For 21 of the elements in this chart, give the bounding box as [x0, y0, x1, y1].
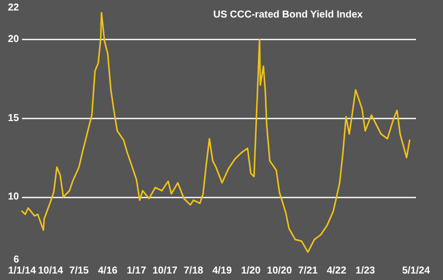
chart-title: US CCC-rated Bond Yield Index [213, 10, 364, 20]
x-tick-label: 4/22 [326, 266, 347, 276]
x-tick-label: 1/17 [126, 266, 147, 276]
x-tick-label: 10/20 [266, 266, 292, 276]
x-tick-label: 10/14 [38, 266, 64, 276]
x-tick-label: 1/23 [356, 266, 376, 276]
y-tick-label: 10 [8, 192, 20, 202]
x-tick-label: 1/1/14 [8, 266, 36, 276]
x-tick-label: 4/19 [212, 266, 232, 276]
y-tick-label: 6 [13, 254, 20, 266]
x-tick-label: 4/16 [98, 266, 118, 276]
x-tick-label: 7/18 [184, 266, 204, 276]
x-tick-label: 7/15 [69, 266, 90, 276]
y-tick-label: 15 [8, 112, 20, 124]
y-tick-label: 20 [8, 34, 20, 45]
line-series [21, 12, 410, 253]
y-tick-label: 22 [8, 2, 20, 14]
x-tick-label: 7/21 [298, 266, 318, 276]
x-tick-label: 10/17 [152, 266, 178, 276]
x-tick-label: 1/20 [241, 266, 261, 276]
x-tick-label: 5/1/24 [402, 266, 430, 276]
